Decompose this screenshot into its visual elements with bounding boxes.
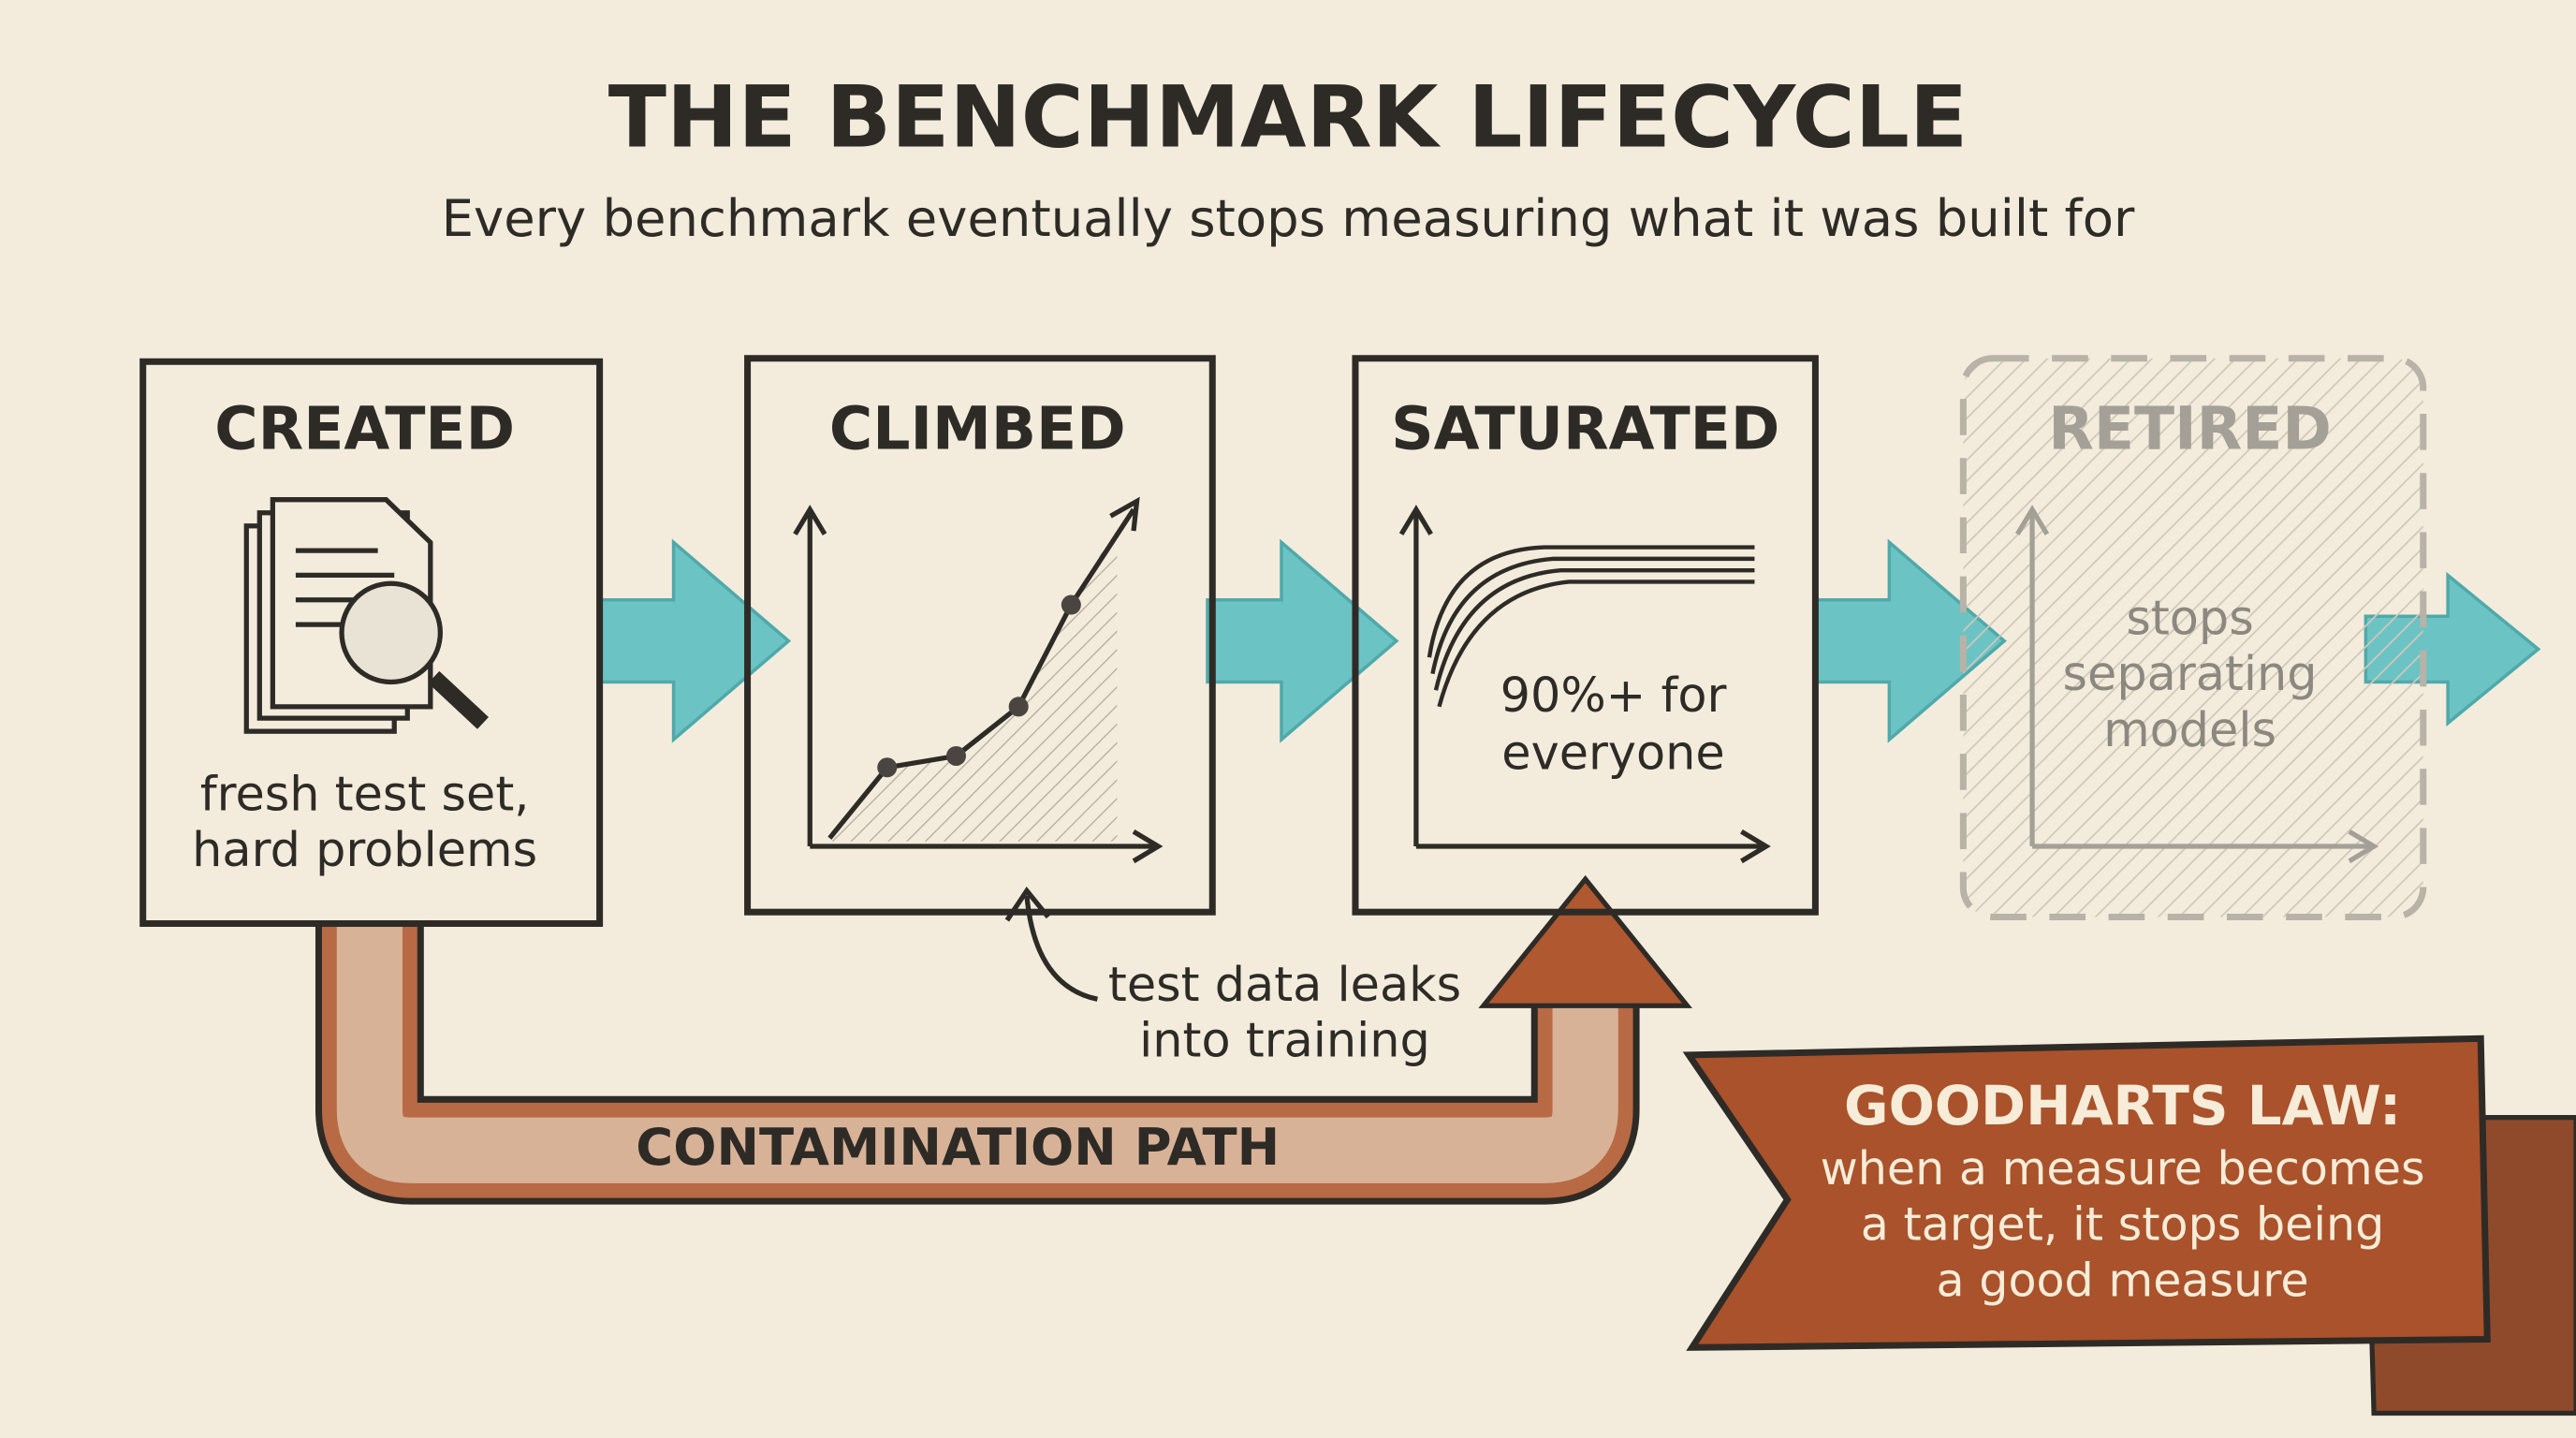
stage-caption: fresh test set, [200,767,530,822]
callout-text: when a measure becomes [1821,1141,2425,1196]
saturation-curves [1427,545,1755,708]
stage-label: CREATED [214,393,515,462]
title: THE BENCHMARK LIFECYCLE [608,67,1968,168]
stage-label: CLIMBED [829,393,1126,462]
callout-text: a good measure [1937,1253,2309,1307]
document-icon [243,497,489,734]
stage-caption: everyone [1501,726,1724,781]
stage-caption: separating [2063,647,2318,702]
stage-label: RETIRED [2048,393,2332,462]
stage-caption: hard problems [192,823,537,878]
stage-caption: stops [2126,592,2253,647]
contamination-fill [336,919,1618,1183]
stage-box [744,355,1216,916]
stage-box [1352,355,1819,916]
stage-caption: models [2103,703,2276,758]
flow-arrow [597,538,792,743]
chart-area [829,525,1118,842]
chart-axes [793,505,1164,864]
stage-label: SATURATED [1391,393,1779,462]
contamination-note: into training [1139,1014,1430,1069]
chart-points [877,594,1081,778]
stage-caption: 90%+ for [1500,668,1727,724]
callout-text: a target, it stops being [1861,1197,2385,1252]
flow-arrow [1813,538,2007,743]
banner [1682,1034,2491,1351]
flow-arrow [1206,538,1399,743]
contamination-label: CONTAMINATION PATH [636,1118,1280,1177]
chart-axes [2015,505,2379,864]
contamination-note: test data leaks [1108,958,1461,1013]
chart-line [827,496,1140,840]
stage-box [1959,355,2427,920]
stage-box [139,358,604,928]
chart-axes [1398,505,1771,864]
subtitle: Every benchmark eventually stops measuri… [442,189,2135,248]
contamination-arrowhead [1478,874,1692,1008]
callout-title: GOODHARTS LAW: [1844,1074,2401,1137]
